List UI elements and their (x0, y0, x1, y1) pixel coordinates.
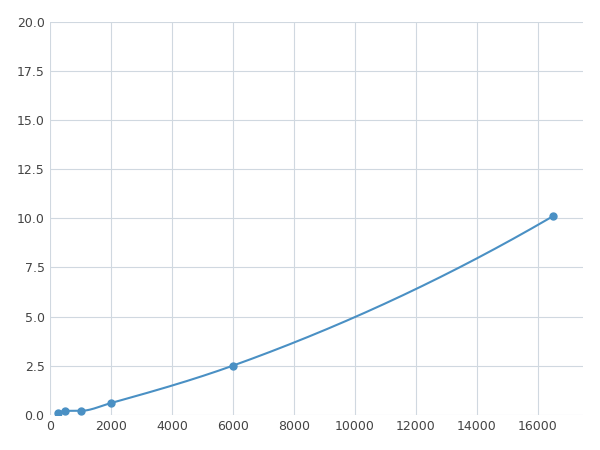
Point (106, 400, 116, 407)
Point (61, 407, 70, 414)
Point (53, 409, 62, 416)
Point (228, 362, 238, 369)
Point (548, 213, 557, 220)
Point (76, 407, 85, 414)
